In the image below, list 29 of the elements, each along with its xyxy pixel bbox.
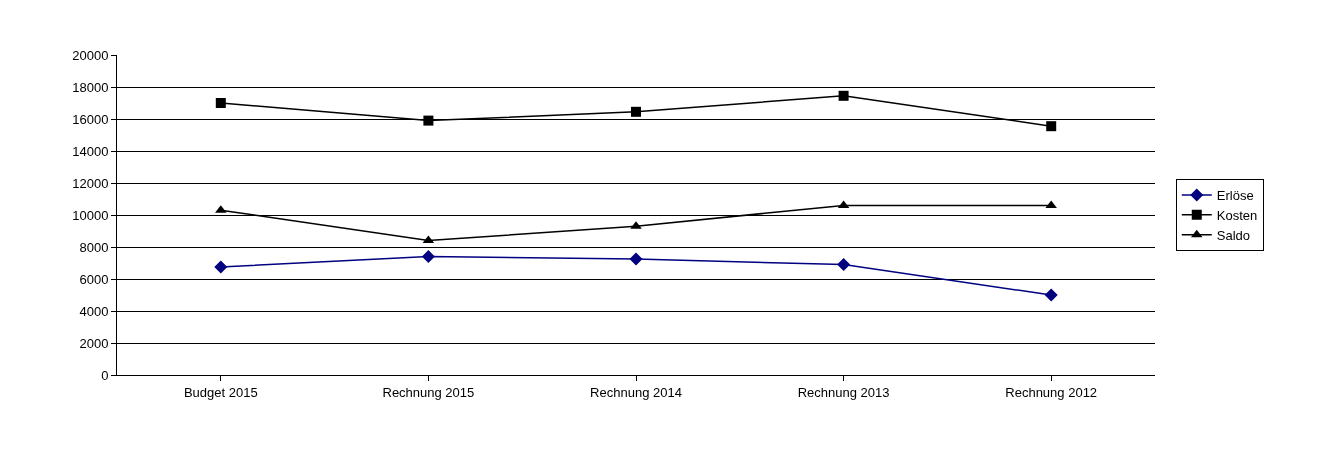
y-tick-label: 0 bbox=[101, 367, 109, 383]
y-tick-label: 14000 bbox=[72, 143, 109, 159]
point bbox=[1046, 121, 1057, 132]
x-tick-label: Rechnung 2012 bbox=[1005, 384, 1098, 400]
y-tick-label: 6000 bbox=[79, 271, 109, 287]
point bbox=[837, 258, 851, 272]
x-tick-label: Budget 2015 bbox=[183, 384, 258, 400]
point bbox=[1044, 288, 1058, 302]
y-tick-label: 20000 bbox=[72, 47, 109, 63]
point bbox=[423, 115, 434, 126]
point bbox=[214, 260, 228, 274]
point bbox=[215, 98, 226, 108]
y-tick-label: 4000 bbox=[79, 303, 109, 319]
point bbox=[838, 90, 849, 101]
x-tick-label: Rechnung 2014 bbox=[590, 384, 682, 400]
point bbox=[421, 250, 435, 264]
legend-label: Kosten bbox=[1216, 207, 1258, 223]
legend-label: Saldo bbox=[1216, 227, 1251, 243]
y-tick-label: 10000 bbox=[72, 207, 109, 223]
y-tick-label: 12000 bbox=[72, 175, 109, 191]
legend-label: Erlöse bbox=[1216, 188, 1254, 204]
y-tick-label: 2000 bbox=[79, 335, 109, 351]
x-tick-label: Rechnung 2015 bbox=[382, 384, 475, 400]
point bbox=[629, 252, 643, 266]
y-tick-label: 8000 bbox=[79, 239, 109, 255]
y-tick-label: 16000 bbox=[72, 111, 109, 127]
x-tick-label: Rechnung 2013 bbox=[797, 384, 890, 400]
point bbox=[631, 106, 641, 117]
y-tick-label: 18000 bbox=[72, 79, 109, 95]
